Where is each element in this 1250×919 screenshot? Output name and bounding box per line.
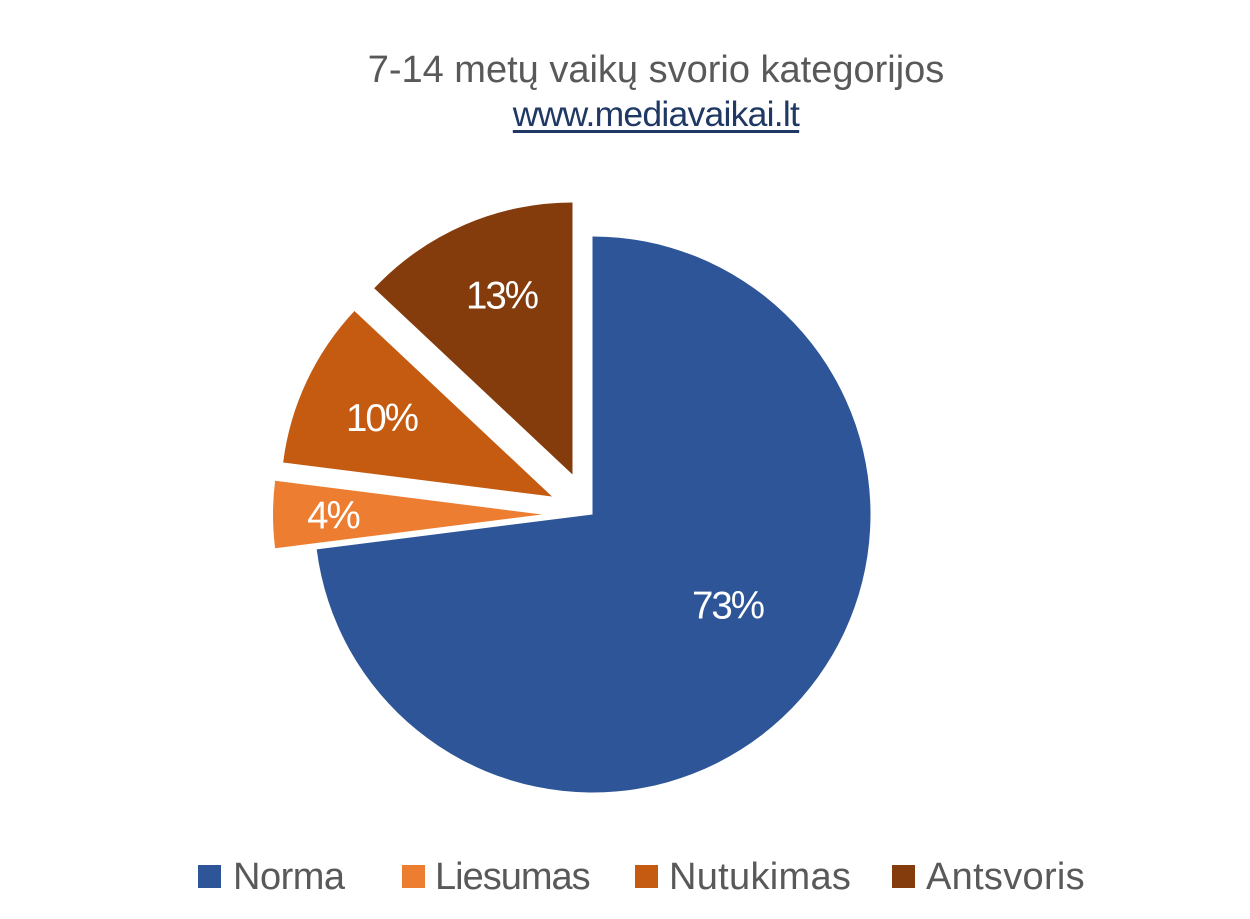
svg-text:13%: 13%: [466, 275, 538, 318]
svg-text:73%: 73%: [692, 585, 764, 628]
svg-text:10%: 10%: [346, 397, 418, 440]
svg-text:4%: 4%: [307, 495, 359, 538]
